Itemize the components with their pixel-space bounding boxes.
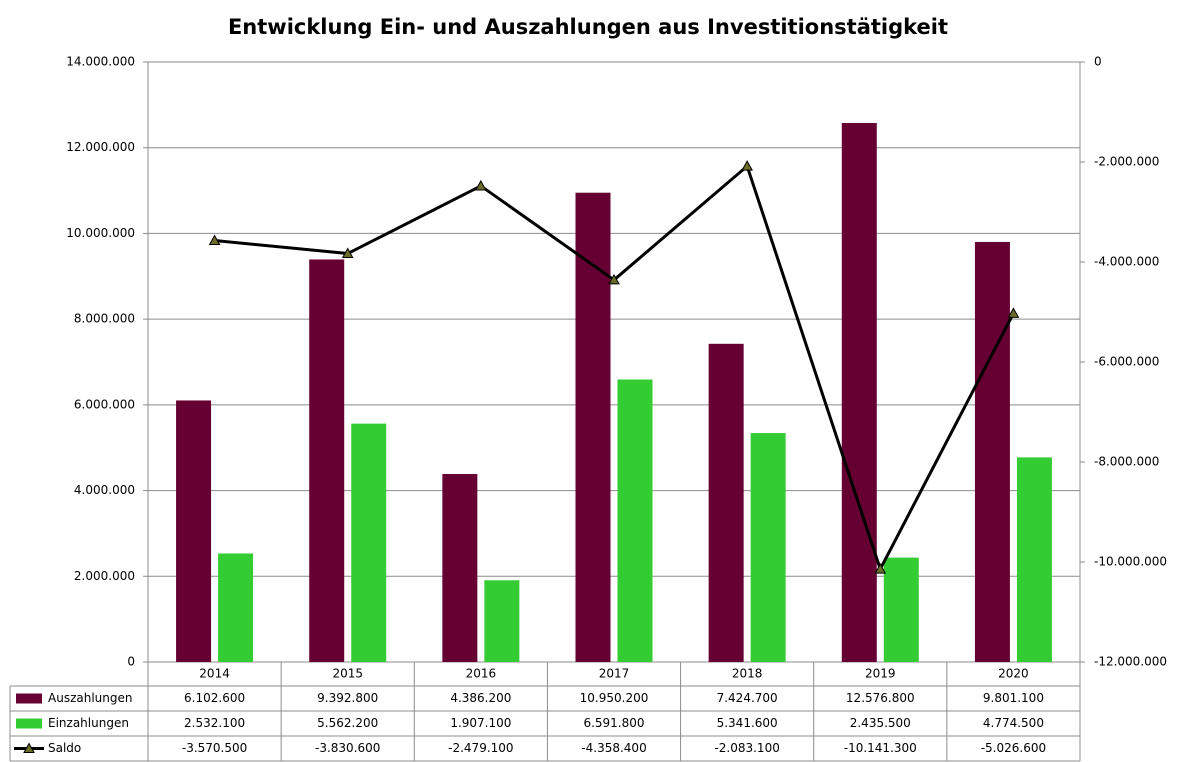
table-cell: 7.424.700	[717, 691, 778, 705]
table-cell: 6.591.800	[583, 716, 644, 730]
y-tick-label: 12.000.000	[66, 140, 135, 154]
bar	[974, 241, 1010, 662]
bar	[1016, 457, 1052, 662]
table-cell: -2.083.100	[714, 741, 779, 755]
y2-tick-label: -6.000.000	[1094, 355, 1159, 369]
x-tick-label: 2014	[199, 667, 230, 681]
marker	[341, 247, 354, 259]
legend-label: Saldo	[48, 741, 81, 755]
table-cell: 6.102.600	[184, 691, 245, 705]
bar	[218, 553, 254, 662]
bar	[176, 400, 212, 662]
y-tick-label: 6.000.000	[74, 397, 135, 411]
bar	[750, 433, 786, 662]
bar	[309, 259, 345, 662]
x-tick-label: 2018	[732, 667, 763, 681]
table-cell: -5.026.600	[981, 741, 1046, 755]
bar	[442, 474, 478, 662]
y-tick-label: 10.000.000	[66, 226, 135, 240]
table-cell: 2.435.500	[850, 716, 911, 730]
y-tick-label: 14.000.000	[66, 55, 135, 69]
marker	[874, 563, 887, 574]
table-cell: 9.801.100	[983, 691, 1044, 705]
x-tick-label: 2017	[599, 667, 630, 681]
y-tick-label: 4.000.000	[74, 483, 135, 497]
y2-tick-label: -4.000.000	[1094, 255, 1159, 269]
bar	[575, 192, 611, 662]
x-tick-label: 2020	[998, 667, 1029, 681]
y-tick-label: 8.000.000	[74, 312, 135, 326]
marker	[741, 160, 753, 171]
y-tick-label: 2.000.000	[74, 569, 135, 583]
table-cell: -4.358.400	[581, 741, 646, 755]
table-cell: 5.341.600	[717, 716, 778, 730]
legend-swatch	[16, 693, 42, 704]
table-cell: -10.141.300	[844, 741, 917, 755]
bar	[617, 379, 653, 662]
table-cell: 4.774.500	[983, 716, 1044, 730]
bar	[708, 343, 744, 662]
bar	[484, 580, 520, 662]
marker	[608, 273, 620, 285]
x-tick-label: 2019	[865, 667, 896, 681]
table-cell: 4.386.200	[450, 691, 511, 705]
table-cell: -3.830.600	[315, 741, 380, 755]
table-cell: -3.570.500	[182, 741, 247, 755]
table-cell: 10.950.200	[580, 691, 649, 705]
table-cell: 9.392.800	[317, 691, 378, 705]
marker	[475, 179, 487, 191]
marker	[208, 234, 221, 246]
table-cell: 5.562.200	[317, 716, 378, 730]
legend-swatch	[16, 718, 42, 729]
bar	[351, 423, 387, 662]
y-tick-label: 0	[127, 655, 135, 669]
table-cell: 12.576.800	[846, 691, 915, 705]
chart-title: Entwicklung Ein- und Auszahlungen aus In…	[228, 15, 948, 39]
y2-tick-label: -12.000.000	[1094, 655, 1167, 669]
marker	[1007, 307, 1020, 318]
table-cell: -2.479.100	[448, 741, 513, 755]
y2-tick-label: -2.000.000	[1094, 155, 1159, 169]
x-tick-label: 2016	[466, 667, 497, 681]
legend-label: Auszahlungen	[48, 691, 132, 705]
table-cell: 1.907.100	[450, 716, 511, 730]
y2-tick-label: -10.000.000	[1094, 555, 1167, 569]
table-cell: 2.532.100	[184, 716, 245, 730]
x-tick-label: 2015	[332, 667, 363, 681]
bar	[841, 122, 877, 663]
y2-tick-label: 0	[1094, 55, 1102, 69]
legend-marker	[23, 742, 35, 753]
bar	[883, 557, 919, 662]
y2-tick-label: -8.000.000	[1094, 455, 1159, 469]
legend-label: Einzahlungen	[48, 716, 129, 730]
